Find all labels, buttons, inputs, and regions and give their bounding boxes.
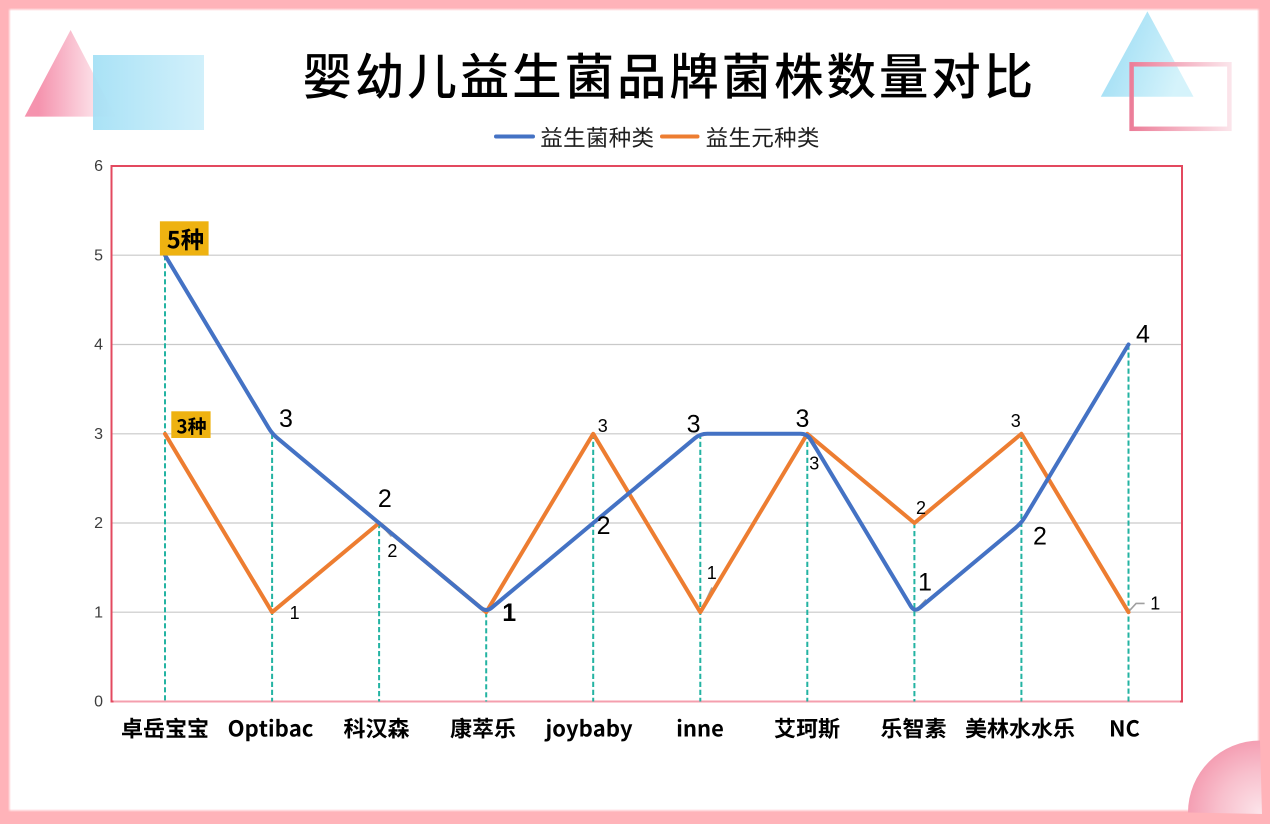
svg-text:2: 2	[597, 512, 611, 540]
svg-text:2: 2	[378, 485, 392, 513]
svg-text:1: 1	[502, 599, 516, 627]
svg-text:1: 1	[918, 568, 932, 596]
svg-text:6: 6	[94, 158, 103, 175]
svg-text:2: 2	[1033, 523, 1047, 551]
svg-text:3: 3	[1011, 411, 1021, 431]
svg-text:3: 3	[687, 411, 701, 439]
svg-text:5: 5	[94, 247, 103, 264]
svg-text:0: 0	[94, 694, 103, 711]
svg-text:2: 2	[916, 498, 926, 518]
svg-text:3: 3	[809, 453, 819, 473]
svg-text:4: 4	[94, 337, 103, 354]
svg-text:4: 4	[1136, 320, 1150, 348]
svg-text:1: 1	[94, 604, 103, 621]
svg-text:3: 3	[94, 426, 103, 443]
svg-text:3: 3	[598, 416, 608, 436]
svg-text:3: 3	[796, 405, 810, 433]
svg-text:2: 2	[387, 541, 397, 561]
svg-text:1: 1	[290, 603, 300, 623]
svg-text:2: 2	[94, 515, 103, 532]
svg-text:1: 1	[1150, 594, 1160, 614]
svg-text:1: 1	[707, 563, 717, 583]
svg-text:3: 3	[279, 405, 293, 433]
